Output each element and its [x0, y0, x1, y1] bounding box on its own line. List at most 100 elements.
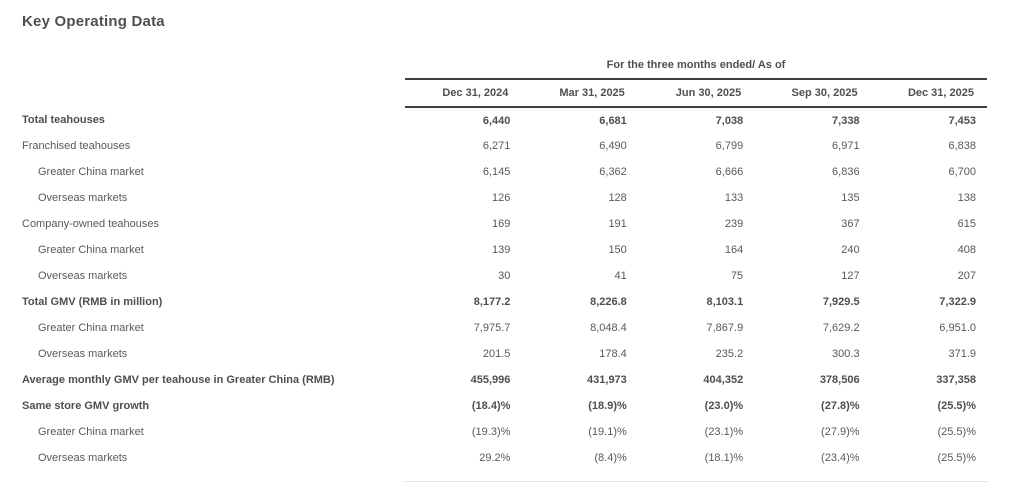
- cell-value: 138: [957, 192, 976, 204]
- cell-value: 126: [492, 192, 511, 204]
- cell-value: (25.5)%: [937, 452, 976, 464]
- cell-value: (23.1)%: [704, 426, 744, 438]
- cell-value: 6,681: [599, 114, 627, 127]
- cell-value: 6,700: [948, 166, 976, 178]
- cell-value: 404,352: [703, 374, 744, 386]
- cell-value: 7,867.9: [706, 322, 744, 334]
- cell-value: 235.2: [715, 348, 744, 360]
- cell-value: 7,453: [948, 114, 976, 127]
- row-label: Overseas markets: [38, 452, 128, 464]
- cell-value: 7,629.2: [822, 322, 860, 334]
- row-label: Greater China market: [38, 426, 144, 438]
- period-header: For the three months ended/ As of: [405, 50, 987, 80]
- cell-value: 139: [492, 244, 511, 256]
- cell-value: 240: [841, 244, 860, 256]
- cell-value: 8,103.1: [706, 296, 744, 308]
- table-row: Greater China market 7,975.7 8,048.4 7,867.…: [22, 315, 987, 341]
- column-header-3: Sep 30, 2025: [754, 79, 871, 108]
- period-header-row: For the three months ended/ As of: [22, 50, 987, 80]
- cell-value: (23.4)%: [821, 452, 860, 464]
- table-row: Total teahouses 6,440 6,681 7,038 7,338 7,453: [22, 107, 987, 133]
- cell-value: 30: [498, 270, 511, 282]
- row-label: Overseas markets: [38, 348, 128, 360]
- cell-value: (23.0)%: [704, 400, 744, 412]
- table-row: Company-owned teahouses 169 191 239 367 615: [22, 211, 987, 237]
- cell-value: 127: [841, 270, 860, 282]
- key-operating-data-table: For the three months ended/ As of Dec 31…: [22, 50, 987, 471]
- cell-value: 6,971: [832, 140, 860, 152]
- cell-value: 7,929.5: [822, 296, 860, 308]
- cell-value: 615: [957, 218, 976, 230]
- cell-value: 6,838: [948, 140, 976, 152]
- cell-value: (27.9)%: [821, 426, 860, 438]
- cell-value: (18.9)%: [588, 400, 627, 412]
- cell-value: 75: [730, 270, 744, 282]
- row-label: Average monthly GMV per teahouse in Grea…: [22, 374, 335, 386]
- table-row: Greater China market (19.3)% (19.1)% (23.1)…: [22, 419, 987, 445]
- column-header-1: Mar 31, 2025: [521, 79, 638, 108]
- header-spacer: [22, 79, 405, 107]
- table-row: Overseas markets 201.5 178.4 235.2 300.3 371.…: [22, 341, 987, 367]
- cell-value: (25.5)%: [937, 400, 976, 412]
- column-header-0: Dec 31, 2024: [405, 79, 522, 108]
- cell-value: 6,362: [599, 166, 627, 178]
- row-label: Overseas markets: [38, 270, 128, 282]
- cell-value: 29.2%: [479, 452, 511, 464]
- table-row: Greater China market 139 150 164 240 408: [22, 237, 987, 263]
- cell-value: 7,038: [715, 114, 744, 127]
- cell-value: 150: [608, 244, 627, 256]
- cell-value: (8.4)%: [594, 452, 627, 464]
- row-label: Greater China market: [38, 322, 144, 334]
- cell-value: 8,048.4: [590, 322, 627, 334]
- row-label: Same store GMV growth: [22, 400, 150, 412]
- cell-value: (19.3)%: [471, 426, 511, 438]
- column-header-4: Dec 31, 2025: [870, 79, 987, 108]
- cell-value: (25.5)%: [937, 426, 976, 438]
- cell-value: 133: [724, 192, 744, 204]
- cell-value: 378,506: [819, 374, 860, 386]
- row-label: Total GMV (RMB in million): [22, 296, 163, 308]
- table-bottom-rule: [405, 481, 988, 482]
- cell-value: 239: [724, 218, 744, 230]
- page-title: Key Operating Data: [22, 13, 165, 30]
- cell-value: 431,973: [587, 374, 627, 386]
- table-row: Same store GMV growth (18.4)% (18.9)% (23.0…: [22, 393, 987, 419]
- row-label: Overseas markets: [38, 192, 128, 204]
- row-label: Greater China market: [38, 244, 144, 256]
- cell-value: 135: [841, 192, 860, 204]
- cell-value: 41: [614, 270, 627, 282]
- cell-value: (18.4)%: [471, 400, 511, 412]
- cell-value: 169: [492, 218, 511, 230]
- table-row: Overseas markets 29.2% (8.4)% (18.1)% (23.4)…: [22, 445, 987, 471]
- table-row: Average monthly GMV per teahouse in Grea…: [22, 367, 987, 393]
- cell-value: 300.3: [832, 348, 860, 360]
- cell-value: 6,666: [715, 166, 744, 178]
- table-row: Franchised teahouses 6,271 6,490 6,799 6,971…: [22, 133, 987, 159]
- cell-value: 6,951.0: [939, 322, 976, 334]
- cell-value: 8,226.8: [590, 296, 627, 308]
- cell-value: 164: [724, 244, 744, 256]
- cell-value: 128: [608, 192, 627, 204]
- cell-value: (27.8)%: [821, 400, 860, 412]
- cell-value: (19.1)%: [588, 426, 627, 438]
- column-header-row: Dec 31, 2024 Mar 31, 2025 Jun 30, 2025 Sep …: [22, 79, 987, 108]
- cell-value: 371.9: [948, 348, 976, 360]
- cell-value: 207: [957, 270, 976, 282]
- cell-value: 408: [957, 244, 976, 256]
- row-label: Greater China market: [38, 166, 144, 178]
- cell-value: 191: [608, 218, 627, 230]
- cell-value: 6,799: [715, 140, 744, 152]
- cell-value: 6,440: [482, 114, 511, 127]
- cell-value: 201.5: [482, 348, 511, 360]
- cell-value: 6,271: [482, 140, 511, 152]
- cell-value: 337,358: [936, 374, 976, 386]
- cell-value: 7,975.7: [473, 322, 511, 334]
- cell-value: 7,338: [832, 114, 860, 127]
- table-row: Greater China market 6,145 6,362 6,666 6,836…: [22, 159, 987, 185]
- cell-value: 6,145: [482, 166, 511, 178]
- row-label: Total teahouses: [22, 114, 105, 126]
- table-row: Overseas markets 30 41 75 127 207: [22, 263, 987, 289]
- row-label: Franchised teahouses: [22, 140, 131, 152]
- cell-value: 6,836: [832, 166, 860, 178]
